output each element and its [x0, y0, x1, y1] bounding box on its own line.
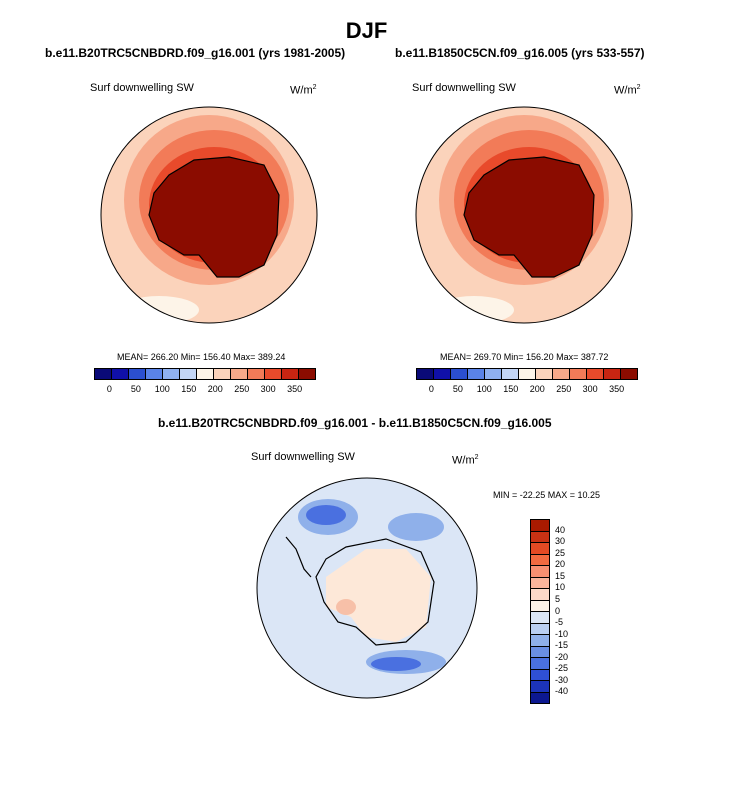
colorbar-swatch	[604, 369, 621, 379]
colorbar-tick-label: 40	[555, 524, 566, 535]
colorbar-swatch	[519, 369, 536, 379]
colorbar-swatch	[282, 369, 299, 379]
colorbar-swatch	[129, 369, 146, 379]
colorbar-swatch	[417, 369, 434, 379]
colorbar-tick-label: 30	[555, 536, 566, 547]
right-colorbar	[416, 368, 638, 380]
colorbar-swatch	[299, 369, 315, 379]
colorbar-swatch	[531, 646, 549, 658]
colorbar-tick-label: 10	[555, 582, 566, 593]
colorbar-swatch	[531, 692, 549, 703]
colorbar-swatch	[531, 600, 549, 612]
colorbar-swatch	[146, 369, 163, 379]
colorbar-swatch	[531, 589, 549, 601]
colorbar-swatch	[214, 369, 231, 379]
colorbar-swatch	[621, 369, 637, 379]
colorbar-swatch	[197, 369, 214, 379]
colorbar-swatch	[531, 531, 549, 543]
colorbar-swatch	[531, 577, 549, 589]
colorbar-tick-label: 0	[106, 384, 112, 394]
colorbar-tick-label: -10	[555, 628, 569, 639]
colorbar-tick-label: 5	[555, 593, 561, 604]
colorbar-swatch	[531, 623, 549, 635]
colorbar-tick-label: 100	[476, 384, 492, 394]
colorbar-tick-label: 300	[260, 384, 276, 394]
colorbar-swatch	[531, 566, 549, 578]
colorbar-swatch	[531, 554, 549, 566]
diff-units-label: W/m2	[452, 454, 479, 467]
colorbar-swatch	[587, 369, 604, 379]
colorbar-tick-label: 20	[555, 559, 566, 570]
colorbar-tick-label: 350	[609, 384, 625, 394]
diff-title: b.e11.B20TRC5CNBDRD.f09_g16.001 - b.e11.…	[158, 416, 552, 430]
left-polar-map	[100, 106, 318, 324]
colorbar-swatch	[531, 635, 549, 647]
colorbar-tick-label: 350	[287, 384, 303, 394]
colorbar-swatch	[531, 520, 549, 532]
left-stats: MEAN= 266.20 Min= 156.40 Max= 389.24	[117, 352, 286, 362]
colorbar-tick-label: -5	[555, 617, 564, 628]
colorbar-tick-label: 0	[428, 384, 434, 394]
colorbar-swatch	[248, 369, 265, 379]
colorbar-swatch	[180, 369, 197, 379]
colorbar-tick-label: -15	[555, 640, 569, 651]
left-variable-label: Surf downwelling SW	[90, 82, 194, 94]
colorbar-tick-label: -40	[555, 686, 569, 697]
colorbar-swatch	[531, 681, 549, 693]
colorbar-tick-label: 150	[181, 384, 197, 394]
colorbar-swatch	[553, 369, 570, 379]
left-case-title: b.e11.B20TRC5CNBDRD.f09_g16.001 (yrs 198…	[45, 46, 346, 60]
colorbar-swatch	[95, 369, 112, 379]
colorbar-tick-label: -30	[555, 674, 569, 685]
colorbar-tick-label: 50	[452, 384, 463, 394]
colorbar-swatch	[231, 369, 248, 379]
colorbar-tick-label: 0	[555, 605, 561, 616]
diff-colorbar	[530, 519, 550, 704]
right-case-title: b.e11.B1850C5CN.f09_g16.005 (yrs 533-557…	[395, 46, 645, 60]
colorbar-swatch	[570, 369, 587, 379]
colorbar-tick-label: -25	[555, 663, 569, 674]
colorbar-tick-label: 300	[582, 384, 598, 394]
right-polar-map	[415, 106, 633, 324]
colorbar-tick-label: 150	[503, 384, 519, 394]
colorbar-tick-label: 100	[154, 384, 170, 394]
colorbar-swatch	[485, 369, 502, 379]
right-variable-label: Surf downwelling SW	[412, 82, 516, 94]
right-stats: MEAN= 269.70 Min= 156.20 Max= 387.72	[440, 352, 609, 362]
colorbar-tick-label: 250	[556, 384, 572, 394]
colorbar-swatch	[531, 669, 549, 681]
colorbar-swatch	[434, 369, 451, 379]
left-units-label: W/m2	[290, 84, 317, 97]
diff-polar-map	[256, 477, 478, 699]
colorbar-swatch	[451, 369, 468, 379]
right-units-label: W/m2	[614, 84, 641, 97]
colorbar-swatch	[163, 369, 180, 379]
colorbar-tick-label: 250	[234, 384, 250, 394]
colorbar-swatch	[531, 612, 549, 624]
diff-variable-label: Surf downwelling SW	[251, 451, 355, 463]
colorbar-swatch	[468, 369, 485, 379]
colorbar-swatch	[265, 369, 282, 379]
colorbar-tick-label: 200	[529, 384, 545, 394]
figure-title: DJF	[345, 18, 388, 43]
colorbar-swatch	[502, 369, 519, 379]
colorbar-tick-label: 200	[207, 384, 223, 394]
colorbar-tick-label: 15	[555, 570, 566, 581]
colorbar-swatch	[531, 543, 549, 555]
colorbar-tick-label: -20	[555, 651, 569, 662]
colorbar-tick-label: 25	[555, 547, 566, 558]
left-colorbar	[94, 368, 316, 380]
colorbar-tick-label: 50	[130, 384, 141, 394]
colorbar-swatch	[112, 369, 129, 379]
colorbar-swatch	[536, 369, 553, 379]
diff-stats: MIN = -22.25 MAX = 10.25	[493, 490, 601, 500]
colorbar-swatch	[531, 658, 549, 670]
